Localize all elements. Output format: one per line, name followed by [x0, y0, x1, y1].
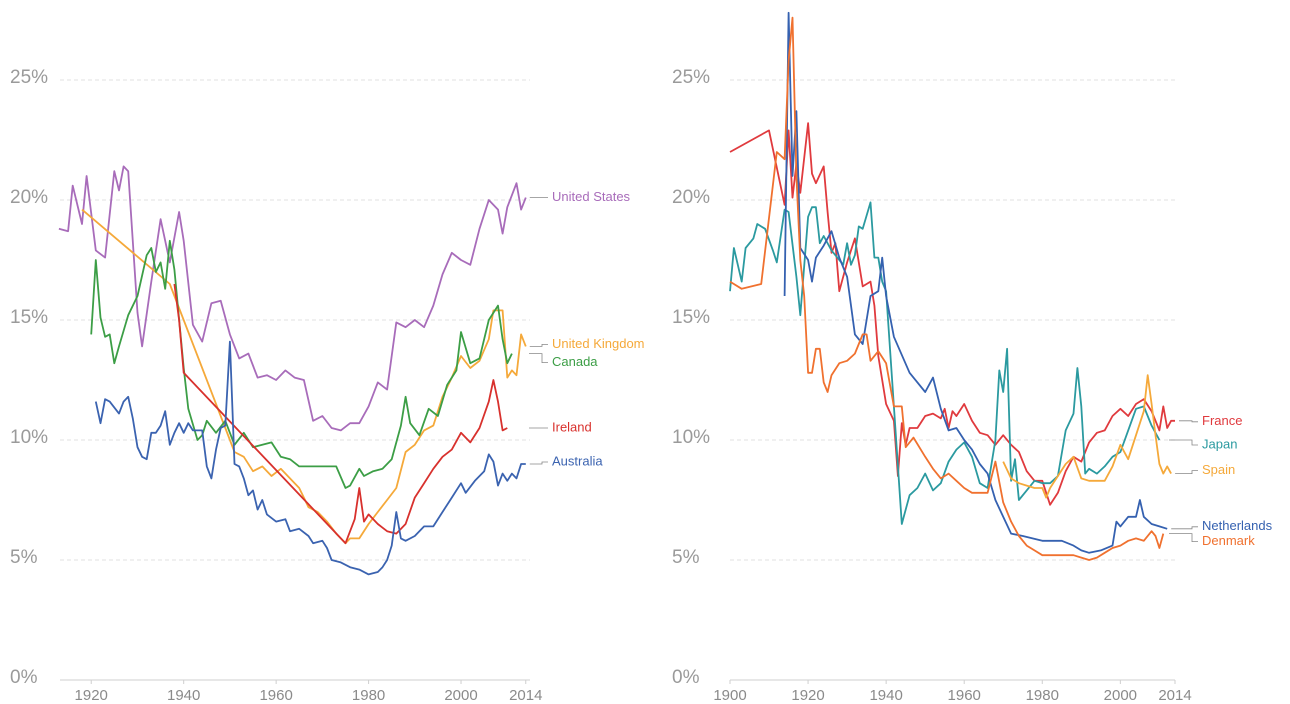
label-leader	[1169, 533, 1198, 542]
x-tick-label: 2014	[1158, 687, 1191, 704]
y-tick-label: 15%	[672, 307, 710, 328]
y-tick-label: 25%	[10, 67, 48, 88]
y-tick-label: 15%	[10, 307, 48, 328]
x-tick-label: 1960	[259, 687, 292, 704]
series-label: Australia	[552, 453, 603, 468]
x-tick-label: 1980	[352, 687, 385, 704]
series-line	[729, 16, 1165, 561]
series-label: Netherlands	[1202, 518, 1273, 533]
y-tick-label: 5%	[10, 547, 38, 568]
label-leader	[1171, 526, 1198, 530]
label-leader	[1175, 470, 1198, 474]
x-tick-label: 1920	[791, 687, 824, 704]
series-label: United States	[552, 189, 631, 204]
series-label: Spain	[1202, 462, 1235, 477]
x-tick-label: 1980	[1026, 687, 1059, 704]
series-line	[783, 11, 1168, 554]
x-tick-label: 2000	[444, 687, 477, 704]
x-tick-label: 2000	[1104, 687, 1137, 704]
series-line	[173, 283, 508, 545]
x-tick-label: 1940	[167, 687, 200, 704]
series-line	[90, 239, 513, 489]
series-line	[58, 165, 527, 432]
x-tick-label: 1920	[75, 687, 108, 704]
series-line	[729, 201, 1161, 525]
y-tick-label: 0%	[672, 667, 700, 688]
label-leader	[529, 461, 548, 465]
x-tick-label: 1960	[948, 687, 981, 704]
x-tick-label: 1900	[713, 687, 746, 704]
label-leader	[529, 344, 548, 347]
x-tick-label: 1940	[869, 687, 902, 704]
series-line	[1002, 374, 1172, 499]
series-label: France	[1202, 413, 1242, 428]
series-label: Canada	[552, 354, 598, 369]
series-label: United Kingdom	[552, 336, 645, 351]
series-label: Ireland	[552, 419, 592, 434]
y-tick-label: 10%	[10, 427, 48, 448]
y-tick-label: 0%	[10, 667, 38, 688]
series-line	[94, 340, 526, 576]
y-tick-label: 25%	[672, 67, 710, 88]
series-label: Japan	[1202, 436, 1237, 451]
series-label: Denmark	[1202, 533, 1255, 548]
series-line	[81, 208, 527, 545]
y-tick-label: 20%	[672, 187, 710, 208]
x-tick-label: 2014	[509, 687, 542, 704]
y-tick-label: 20%	[10, 187, 48, 208]
label-leader	[529, 353, 548, 363]
label-leader	[1169, 439, 1198, 446]
label-leader	[1179, 420, 1198, 423]
y-tick-label: 10%	[672, 427, 710, 448]
y-tick-label: 5%	[672, 547, 700, 568]
